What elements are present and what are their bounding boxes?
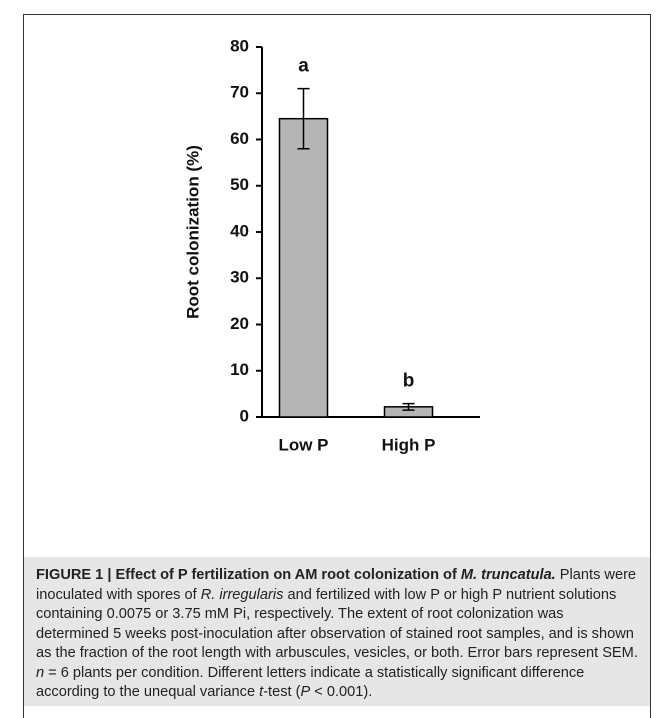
caption-symbol: t [259,684,264,700]
significance-letter: b [403,371,415,392]
y-tick-label: 40 [230,221,249,240]
y-tick-label: 60 [230,129,249,148]
y-tick-label: 10 [230,360,249,379]
figure-caption: FIGURE 1 | Effect of P fertilization on … [24,557,650,706]
caption-text: < 0.001). [310,684,373,700]
caption-species: R. irregularis [200,586,284,603]
caption-text: Plants were inoculated with spores of [36,567,637,603]
caption-text: and fertilized with low P or high P nutr… [36,586,638,662]
caption-label: FIGURE 1 | Effect of P fertilization on … [36,567,461,583]
caption-text: = 6 plants per condition. Different lett… [36,664,585,701]
y-tick-label: 30 [230,268,249,287]
caption-symbol: n [36,664,45,681]
y-tick-label: 0 [240,406,249,425]
y-tick-label: 20 [230,314,249,333]
y-tick-label: 50 [230,175,249,194]
chart: Root colonization (%) 0 10 20 30 40 50 60 70 80 L… [183,36,480,454]
bar [278,117,329,418]
caption-symbol: P [300,684,311,700]
caption-species: M. truncatula. [460,567,556,583]
y-tick-label: 70 [230,83,249,102]
y-tick-label: 80 [230,36,249,55]
caption-text: -test ( [263,684,301,700]
x-tick-label: Low P [278,435,328,454]
figure-frame [23,14,651,718]
x-tick-label: High P [382,435,436,454]
y-axis-label: Root colonization (%) [183,145,202,319]
error-bar [297,87,310,150]
significance-letter: a [298,56,309,77]
error-bar [402,402,415,411]
